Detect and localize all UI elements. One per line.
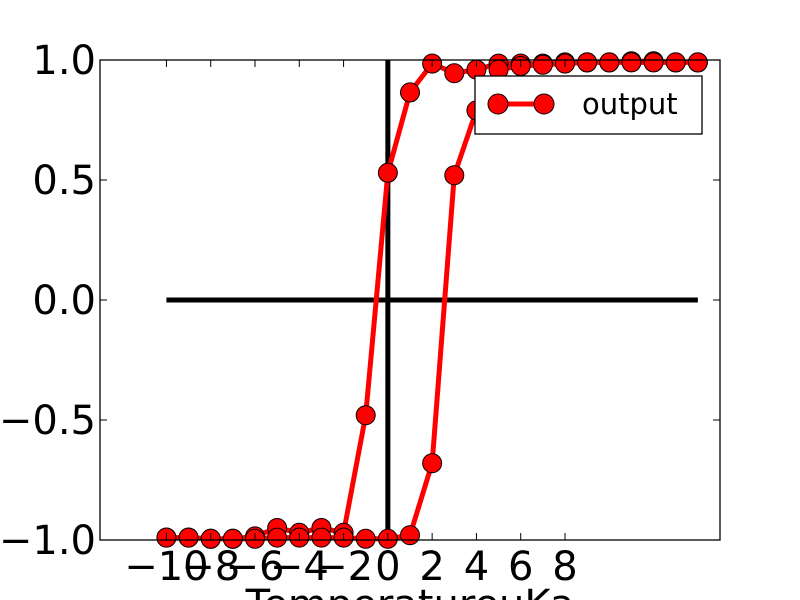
data-point	[444, 63, 465, 84]
y-tick-label: 0.0	[32, 278, 96, 324]
data-point	[355, 405, 376, 426]
y-tick-label: −1.0	[0, 518, 96, 564]
y-tick-label: 0.5	[32, 158, 96, 204]
data-point	[643, 52, 664, 73]
x-tick-label: −2	[314, 544, 373, 590]
data-point	[400, 82, 420, 103]
reference-lines	[166, 60, 698, 540]
data-point	[665, 52, 686, 73]
data-point	[599, 52, 620, 73]
data-point	[532, 54, 553, 75]
data-point	[400, 525, 420, 546]
x-tick-label: 8	[552, 544, 577, 590]
axis-ticks	[100, 59, 720, 541]
data-point	[355, 528, 376, 549]
x-tick-label: −10	[124, 544, 208, 590]
data-point	[687, 52, 708, 73]
data-point	[444, 165, 465, 186]
data-point	[267, 527, 288, 548]
x-tick-label: −6	[226, 544, 285, 590]
x-tick-labels: −10−8−6−4−2 0 2 4 6 8	[124, 544, 578, 590]
x-tick-label: −4	[270, 544, 329, 590]
legend: output	[474, 75, 703, 135]
x-tick-label: −8	[181, 544, 240, 590]
data-point	[377, 162, 398, 183]
y-tick-label: −0.5	[0, 398, 96, 444]
y-tick-label: 1.0	[32, 38, 96, 84]
data-point	[422, 453, 443, 474]
x-tick-label: 0	[375, 544, 400, 590]
data-point	[178, 527, 199, 548]
x-axis-label: TemperatureuKa	[245, 582, 575, 600]
data-point	[311, 527, 332, 548]
x-tick-label: 4	[464, 544, 489, 590]
legend-marker	[487, 93, 509, 115]
data-point	[222, 528, 243, 549]
data-point	[621, 52, 642, 73]
x-tick-label: 2	[419, 544, 444, 590]
legend-label-output: output	[582, 87, 678, 121]
x-tick-label: 6	[508, 544, 533, 590]
y-tick-labels: −1.0 −0.5 0.0 0.5 1.0	[0, 38, 96, 564]
data-point	[577, 52, 598, 73]
legend-marker	[533, 93, 555, 115]
